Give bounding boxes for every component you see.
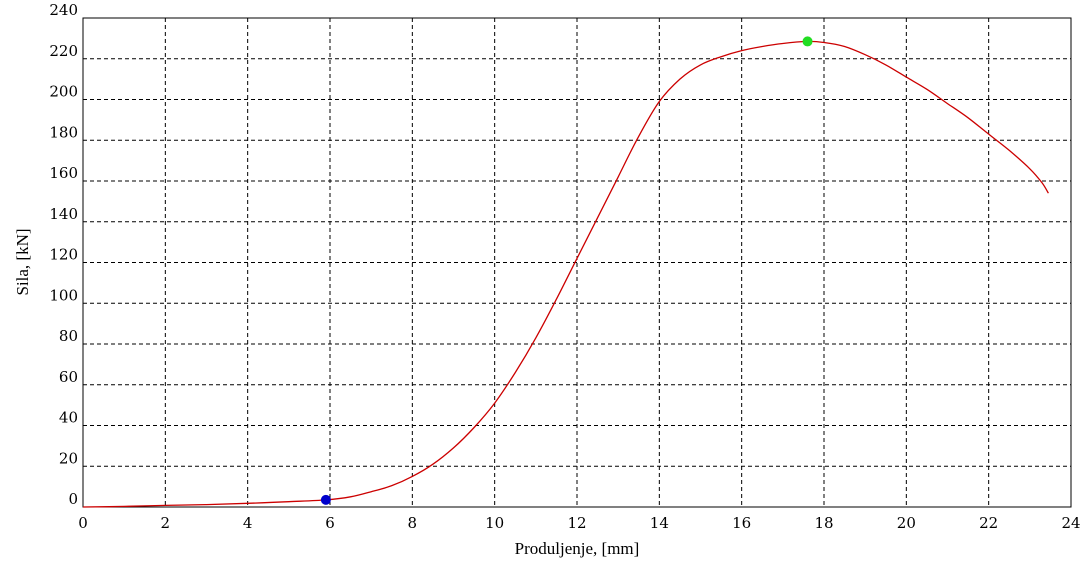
x-tick-label: 8 <box>408 514 418 532</box>
y-tick-label: 40 <box>59 409 78 427</box>
x-tick-label: 12 <box>567 514 586 532</box>
x-tick-label: 18 <box>814 514 833 532</box>
x-tick-label: 6 <box>325 514 335 532</box>
x-tick-label: 10 <box>485 514 504 532</box>
y-tick-label: 240 <box>49 1 78 19</box>
y-axis-title: Sila, [kN] <box>13 228 32 295</box>
plot-area-frame <box>82 17 1072 508</box>
x-tick-label: 16 <box>732 514 751 532</box>
y-tick-label: 60 <box>59 368 78 386</box>
y-axis-tick-labels: 0 20 40 60 80 100 120 140 160 180 200 220 240 <box>49 1 78 508</box>
y-tick-label: 220 <box>49 42 78 60</box>
x-tick-label: 14 <box>650 514 669 532</box>
y-tick-label: 0 <box>68 490 78 508</box>
y-tick-label: 200 <box>49 83 78 101</box>
x-tick-label: 0 <box>78 514 88 532</box>
x-tick-label: 4 <box>243 514 253 532</box>
y-tick-label: 80 <box>59 327 78 345</box>
y-tick-label: 120 <box>49 246 78 264</box>
x-tick-label: 22 <box>979 514 998 532</box>
x-tick-label: 20 <box>897 514 916 532</box>
y-tick-label: 160 <box>49 164 78 182</box>
y-tick-label: 180 <box>49 123 78 141</box>
x-tick-label: 2 <box>161 514 171 532</box>
curve-layer <box>82 40 1049 508</box>
marker-layer <box>320 36 813 505</box>
x-axis-title: Produljenje, [mm] <box>515 539 640 558</box>
force-curve <box>82 40 1049 508</box>
grid <box>83 18 1071 507</box>
y-tick-label: 100 <box>49 286 78 304</box>
x-tick-label: 24 <box>1061 514 1080 532</box>
data-point-marker <box>802 36 813 47</box>
data-point-marker <box>320 494 331 505</box>
y-tick-label: 20 <box>59 449 78 467</box>
x-axis-tick-labels: 0 2 4 6 8 10 12 14 16 18 20 22 24 <box>78 514 1080 532</box>
y-tick-label: 140 <box>49 205 78 223</box>
